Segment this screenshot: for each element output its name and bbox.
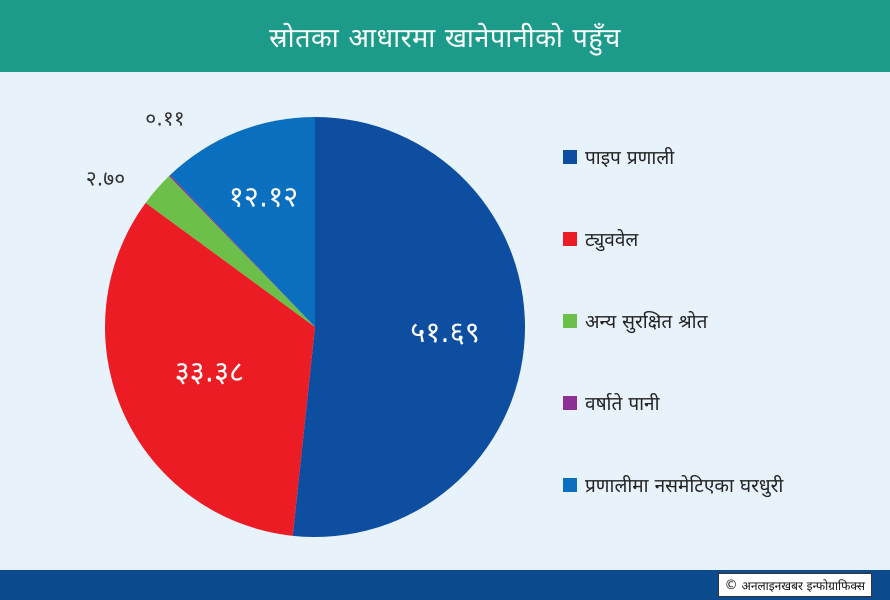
data-label-2: ३३.३८ bbox=[175, 355, 245, 389]
legend-item-2: ट्युववेल bbox=[563, 224, 638, 254]
legend-swatch bbox=[563, 478, 577, 492]
footer-bar: © अनलाइनखबर इन्फोग्राफिक्स bbox=[0, 570, 890, 600]
legend-item-3: अन्य सुरक्षित श्रोत bbox=[563, 306, 707, 336]
legend-swatch bbox=[563, 232, 577, 246]
legend-swatch bbox=[563, 150, 577, 164]
data-label-3: २.७० bbox=[86, 167, 125, 191]
legend-label: पाइप प्रणाली bbox=[585, 147, 675, 169]
legend-swatch bbox=[563, 396, 577, 410]
pie-slice-5 bbox=[170, 117, 315, 327]
pie-slice-3 bbox=[145, 176, 315, 327]
credit-box: © अनलाइनखबर इन्फोग्राफिक्स bbox=[717, 573, 872, 597]
legend-item-5: प्रणालीमा नसमेटिएका घरधुरी bbox=[563, 470, 783, 500]
chart-area: ५१.६९ ३३.३८ २.७० ०.११ १२.१२ bbox=[0, 72, 890, 570]
chart-title: स्रोतका आधारमा खानेपानीको पहुँच bbox=[269, 22, 621, 54]
data-label-1: ५१.६९ bbox=[410, 315, 480, 349]
legend-label: अन्य सुरक्षित श्रोत bbox=[585, 311, 708, 333]
data-label-4: ०.११ bbox=[145, 106, 184, 130]
data-label-5: १२.१२ bbox=[229, 179, 299, 213]
legend-item-4: वर्षाते पानी bbox=[563, 388, 660, 418]
legend-item-1: पाइप प्रणाली bbox=[563, 142, 674, 172]
legend-label: वर्षाते पानी bbox=[585, 393, 660, 415]
pie-slice-4 bbox=[169, 175, 315, 327]
pie-slice-2 bbox=[104, 202, 315, 536]
chart-header: स्रोतका आधारमा खानेपानीको पहुँच bbox=[0, 0, 890, 72]
credit-text: अनलाइनखबर इन्फोग्राफिक्स bbox=[741, 578, 865, 593]
pie-slice-1 bbox=[292, 117, 525, 537]
pie-chart: ५१.६९ ३३.३८ २.७० ०.११ १२.१२ bbox=[86, 106, 525, 537]
legend-swatch bbox=[563, 314, 577, 328]
copyright-symbol: © bbox=[724, 577, 738, 593]
legend-label: प्रणालीमा नसमेटिएका घरधुरी bbox=[585, 475, 784, 497]
legend-label: ट्युववेल bbox=[585, 229, 639, 251]
